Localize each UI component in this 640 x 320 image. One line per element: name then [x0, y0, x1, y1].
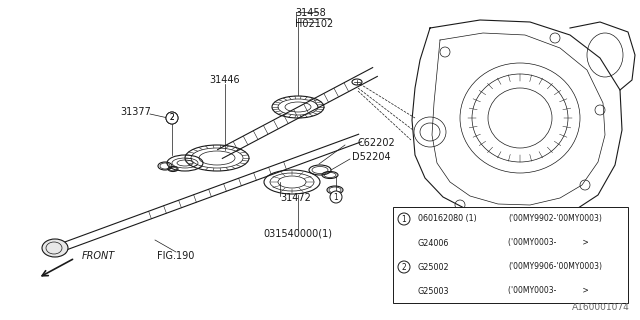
Circle shape	[166, 112, 178, 124]
Text: C62202: C62202	[358, 138, 396, 148]
Text: ('00MY9906-'00MY0003): ('00MY9906-'00MY0003)	[508, 262, 602, 271]
Text: 2: 2	[170, 114, 174, 123]
Text: FRONT: FRONT	[82, 251, 115, 261]
Text: 31446: 31446	[210, 75, 240, 85]
Text: G24006: G24006	[418, 238, 449, 247]
Bar	[393, 207, 628, 303]
Ellipse shape	[42, 239, 68, 257]
Text: 31458: 31458	[295, 8, 326, 18]
Text: G25002: G25002	[418, 262, 450, 271]
Text: ('00MY0003-           >: ('00MY0003- >	[508, 286, 589, 295]
Text: A160001074: A160001074	[572, 303, 630, 312]
Text: D52204: D52204	[352, 152, 390, 162]
Circle shape	[166, 112, 178, 124]
Text: 31472: 31472	[280, 193, 311, 203]
Text: 2: 2	[402, 262, 406, 271]
Text: 1: 1	[402, 214, 406, 223]
Circle shape	[398, 261, 410, 273]
Text: H02102: H02102	[295, 19, 333, 29]
Text: ('00MY9902-'00MY0003): ('00MY9902-'00MY0003)	[508, 214, 602, 223]
Circle shape	[398, 213, 410, 225]
Text: 31377: 31377	[120, 107, 151, 117]
Text: 1: 1	[333, 193, 339, 202]
Text: ('00MY0003-           >: ('00MY0003- >	[508, 238, 589, 247]
Text: 031540000(1): 031540000(1)	[264, 229, 333, 239]
Text: G25003: G25003	[418, 286, 449, 295]
Text: FIG.190: FIG.190	[157, 251, 195, 261]
Text: 060162080 (1): 060162080 (1)	[418, 214, 477, 223]
Text: 2: 2	[170, 114, 174, 123]
Circle shape	[330, 191, 342, 203]
